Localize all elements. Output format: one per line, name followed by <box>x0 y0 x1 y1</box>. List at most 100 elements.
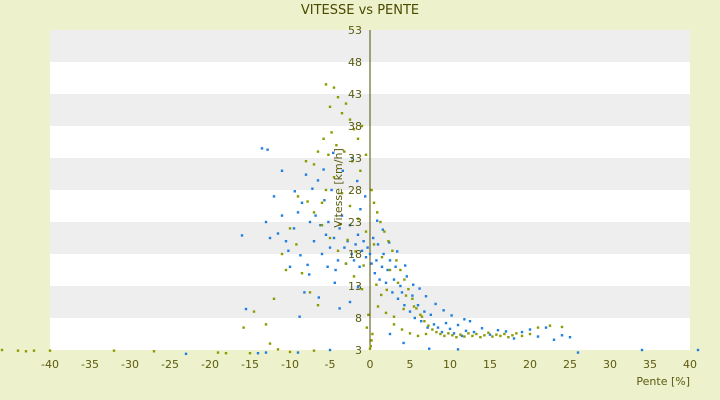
data-point <box>316 179 320 182</box>
data-point <box>338 223 341 226</box>
data-point <box>576 351 580 354</box>
data-point <box>252 310 256 313</box>
data-point <box>320 252 324 256</box>
data-point <box>560 334 564 337</box>
data-point <box>411 297 414 300</box>
x-tick-label: 30 <box>603 358 617 371</box>
data-point <box>443 334 446 338</box>
data-point <box>184 352 188 356</box>
data-point <box>640 348 644 352</box>
x-tick-label: -5 <box>325 358 336 371</box>
data-point <box>435 330 438 334</box>
data-point <box>272 297 276 300</box>
x-tick-label: -35 <box>81 358 99 371</box>
data-point <box>392 315 396 318</box>
data-point <box>366 246 369 249</box>
data-point <box>402 307 405 311</box>
data-point <box>336 249 340 252</box>
data-point <box>444 321 448 325</box>
x-tick-label: 25 <box>563 358 577 371</box>
y-tick-label: 28 <box>348 184 362 197</box>
data-point <box>499 334 502 338</box>
data-point <box>536 335 540 338</box>
data-point <box>379 220 382 224</box>
data-point <box>330 131 333 134</box>
data-point <box>388 259 392 262</box>
data-point <box>340 192 344 195</box>
x-tick-label: -30 <box>121 358 139 371</box>
data-point <box>240 234 244 237</box>
data-point <box>544 326 548 329</box>
data-point <box>356 179 359 183</box>
data-point <box>328 246 332 249</box>
data-point <box>385 288 388 292</box>
data-point <box>324 233 328 236</box>
x-tick-label: -25 <box>161 358 179 371</box>
data-point <box>463 318 466 321</box>
data-point <box>472 330 476 334</box>
data-point <box>280 252 284 256</box>
data-point <box>360 288 364 291</box>
data-point <box>340 214 344 217</box>
data-point <box>528 332 532 336</box>
data-point <box>394 265 397 268</box>
data-point <box>387 240 390 243</box>
data-point <box>436 326 440 329</box>
data-point <box>284 268 288 272</box>
data-point <box>368 252 372 256</box>
data-point <box>456 323 460 327</box>
data-point <box>334 268 337 272</box>
x-tick-labels: -40 -35 -30 -25 -20 -15 -10 -5 0 5 10 15 20 25 30 35 40 <box>41 358 697 371</box>
data-point <box>256 352 260 355</box>
data-point <box>475 332 478 336</box>
data-point <box>317 296 320 299</box>
data-point <box>380 293 383 297</box>
data-point <box>376 219 379 222</box>
data-point <box>24 350 28 353</box>
data-point <box>352 259 356 262</box>
data-point <box>439 332 442 336</box>
data-point <box>348 204 352 208</box>
data-point <box>504 330 508 333</box>
x-tick-label: 15 <box>483 358 497 371</box>
data-point <box>364 230 368 233</box>
data-point <box>370 188 373 192</box>
data-point <box>378 278 381 281</box>
x-tick-label: 5 <box>407 358 414 371</box>
data-point <box>468 320 472 323</box>
y-axis-label: Vitesse [km/h] <box>332 148 345 228</box>
data-point <box>442 309 445 312</box>
data-point <box>359 208 362 211</box>
data-point <box>419 313 422 316</box>
y-tick-label: 48 <box>348 56 362 69</box>
data-point <box>407 288 410 291</box>
data-point <box>404 294 408 297</box>
y-tick-label: 23 <box>348 216 362 229</box>
data-point <box>392 278 396 281</box>
data-point <box>298 315 301 318</box>
data-point <box>336 259 340 262</box>
data-point <box>295 243 298 246</box>
data-point <box>432 323 436 326</box>
data-point <box>372 236 375 240</box>
data-point <box>560 325 564 329</box>
data-point <box>447 332 450 335</box>
data-point <box>434 302 437 306</box>
data-point <box>327 153 330 156</box>
data-point <box>330 188 333 192</box>
data-point <box>304 173 308 176</box>
data-point <box>416 304 420 307</box>
data-point <box>244 307 248 311</box>
data-point <box>450 314 453 317</box>
data-point <box>336 96 340 99</box>
data-point <box>354 243 357 246</box>
data-point <box>471 334 474 338</box>
data-point <box>427 324 430 327</box>
data-point <box>424 295 428 298</box>
data-point <box>568 336 572 339</box>
data-point <box>388 268 392 272</box>
data-point <box>399 268 402 272</box>
x-tick-label: 35 <box>643 358 657 371</box>
